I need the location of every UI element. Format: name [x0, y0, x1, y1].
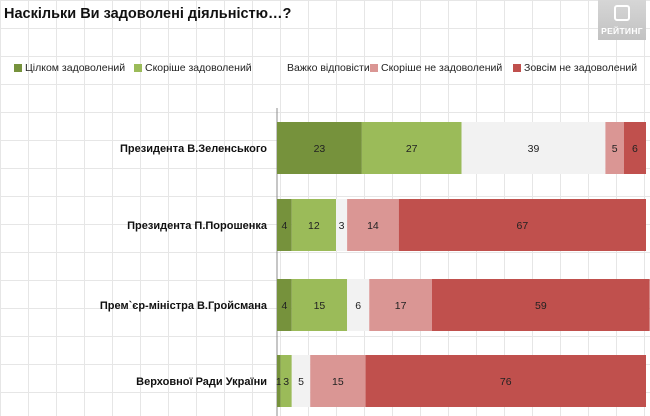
bar-segment — [277, 355, 281, 407]
bar-value-label: 5 — [298, 376, 304, 388]
legend: Цілком задоволений Скоріше задоволений Важ… — [0, 62, 650, 80]
legend-label: Скоріше не задоволений — [381, 62, 503, 74]
legend-label: Скоріше задоволений — [145, 62, 252, 74]
bar-segment — [277, 199, 292, 251]
bar-value-label: 4 — [281, 220, 287, 232]
legend-swatch — [14, 64, 22, 72]
category-label: Президента В.Зеленського — [120, 143, 267, 155]
legend-swatch — [370, 64, 378, 72]
bar-segment — [361, 122, 462, 174]
legend-item: Цілком задоволений — [14, 62, 125, 74]
bar-segment — [431, 279, 650, 331]
bar-value-label: 15 — [314, 300, 326, 312]
legend-item: Важко відповісти — [276, 62, 370, 74]
legend-item: Зовсім не задоволений — [513, 62, 637, 74]
bar-segment — [461, 122, 606, 174]
bar-value-label: 3 — [339, 220, 345, 232]
bar-segment — [291, 355, 311, 407]
rating-logo: РЕЙТИНГ — [598, 0, 646, 40]
legend-item: Скоріше не задоволений — [370, 62, 502, 74]
bar-value-label: 1 — [276, 376, 282, 388]
bar-value-label: 17 — [395, 300, 407, 312]
bar-segment — [623, 122, 646, 174]
category-label: Президента П.Порошенка — [127, 220, 268, 232]
bar-value-label: 4 — [281, 300, 287, 312]
bar-value-label: 27 — [406, 143, 418, 155]
category-label: Верховної Ради України — [136, 376, 267, 388]
legend-item: Скоріше задоволений — [134, 62, 252, 74]
bar-segment — [365, 355, 646, 407]
legend-label: Важко відповісти — [287, 62, 370, 74]
legend-label: Зовсім не задоволений — [524, 62, 638, 74]
bar-value-label: 14 — [367, 220, 379, 232]
legend-swatch — [134, 64, 142, 72]
bar-value-label: 5 — [612, 143, 618, 155]
bar-segment — [277, 279, 292, 331]
bar-segment — [398, 199, 646, 251]
bar-value-label: 59 — [535, 300, 547, 312]
logo-mark-icon — [614, 5, 630, 21]
bar-segment — [280, 355, 292, 407]
bar-value-label: 39 — [528, 143, 540, 155]
bar-value-label: 3 — [283, 376, 289, 388]
bar-value-label: 67 — [517, 220, 529, 232]
bar-segment — [369, 279, 432, 331]
bar-segment — [336, 199, 348, 251]
bar-value-label: 12 — [308, 220, 320, 232]
bar-segment — [605, 122, 624, 174]
bar-value-label: 76 — [500, 376, 512, 388]
bar-value-label: 23 — [314, 143, 326, 155]
bar-value-label: 15 — [332, 376, 344, 388]
bar-value-label: 6 — [355, 300, 361, 312]
logo-text: РЕЙТИНГ — [601, 26, 643, 36]
bar-segment — [291, 199, 337, 251]
chart-title: Наскільки Ви задоволені діяльністю…? — [4, 6, 292, 22]
bar-segment — [310, 355, 366, 407]
legend-label: Цілком задоволений — [25, 62, 126, 74]
bar-segment — [277, 122, 362, 174]
bar-segment — [291, 279, 348, 331]
bar-segment — [347, 279, 370, 331]
bar-value-label: 6 — [632, 143, 638, 155]
bar-segment — [347, 199, 399, 251]
category-label: Прем`єр-міністра В.Гройсмана — [100, 300, 268, 312]
legend-swatch — [513, 64, 521, 72]
